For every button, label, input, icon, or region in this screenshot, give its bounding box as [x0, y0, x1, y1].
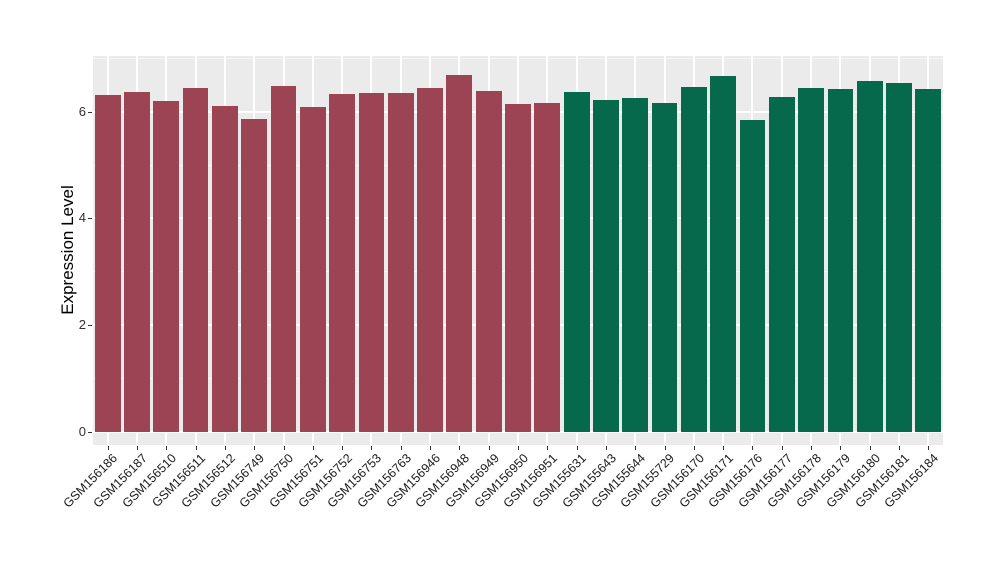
bar-GSM156176 [739, 120, 766, 432]
x-tick-mark-GSM156511 [195, 446, 197, 450]
plot-panel [93, 56, 943, 445]
y-tick-label-6: 6 [78, 103, 86, 119]
bar-GSM156750 [270, 85, 297, 432]
y-tick-mark-4 [88, 218, 92, 220]
x-tick-mark-GSM155729 [664, 446, 666, 450]
bar-GSM156186 [94, 94, 121, 432]
bar-GSM156949 [475, 90, 502, 432]
bar-GSM156510 [153, 101, 180, 432]
bar-GSM156752 [329, 94, 356, 432]
bar-GSM156180 [856, 80, 883, 432]
y-tick-label-2: 2 [78, 317, 86, 333]
x-tick-mark-GSM156948 [459, 446, 461, 450]
x-tick-mark-GSM156749 [254, 446, 256, 450]
bar-GSM156184 [915, 89, 942, 432]
x-tick-mark-GSM156171 [723, 446, 725, 450]
bar-GSM156749 [241, 118, 268, 432]
x-tick-mark-GSM156751 [312, 446, 314, 450]
bar-GSM156751 [299, 107, 326, 432]
bar-GSM156178 [798, 88, 824, 432]
y-tick-mark-0 [88, 432, 92, 433]
bar-GSM156179 [827, 88, 854, 432]
x-tick-mark-GSM156184 [928, 446, 930, 450]
x-tick-mark-GSM156950 [518, 446, 519, 450]
x-tick-mark-GSM156176 [752, 446, 754, 450]
bar-GSM156171 [710, 75, 737, 432]
y-tick-label-0: 0 [78, 424, 86, 439]
x-tick-mark-GSM156178 [811, 446, 813, 450]
y-tick-label-4: 4 [78, 210, 86, 226]
x-tick-mark-GSM156512 [224, 446, 226, 450]
x-tick-mark-GSM156752 [342, 446, 344, 450]
bar-GSM156950 [505, 103, 531, 432]
x-tick-mark-GSM156181 [899, 446, 901, 450]
bar-GSM156753 [358, 93, 385, 432]
bar-GSM155644 [622, 97, 649, 432]
bar-GSM156512 [212, 105, 238, 432]
x-tick-mark-GSM156763 [400, 446, 402, 450]
x-tick-mark-GSM156750 [283, 446, 285, 450]
x-tick-mark-GSM156951 [547, 446, 549, 450]
bar-GSM156187 [124, 91, 150, 432]
x-tick-mark-GSM156187 [136, 446, 138, 450]
bar-GSM156177 [768, 97, 795, 432]
y-axis-title-text: Expression Level [58, 185, 77, 315]
bar-GSM155631 [563, 91, 590, 432]
x-tick-mark-GSM156946 [430, 446, 432, 450]
bar-GSM155643 [593, 99, 619, 432]
x-tick-mark-GSM156170 [693, 446, 695, 450]
x-tick-mark-GSM155631 [576, 446, 578, 450]
bar-GSM156951 [534, 103, 561, 432]
bar-GSM156948 [446, 74, 473, 432]
bar-GSM156946 [417, 88, 443, 432]
x-tick-mark-GSM156753 [371, 446, 373, 450]
bar-GSM156170 [680, 86, 707, 432]
x-tick-mark-GSM155644 [635, 446, 637, 450]
x-tick-mark-GSM156510 [166, 446, 168, 450]
x-tick-mark-GSM156949 [488, 446, 490, 450]
bar-GSM156763 [387, 93, 414, 432]
y-tick-mark-6 [88, 111, 92, 113]
bar-GSM155729 [651, 102, 678, 432]
bar-GSM156181 [886, 82, 912, 432]
x-tick-mark-GSM156177 [781, 446, 783, 450]
x-tick-mark-GSM155643 [605, 446, 607, 450]
y-tick-mark-2 [88, 325, 92, 327]
x-tick-mark-GSM156186 [107, 446, 109, 450]
bar-GSM156511 [182, 87, 209, 432]
x-tick-mark-GSM156179 [840, 446, 842, 450]
x-tick-mark-GSM156180 [869, 446, 871, 450]
